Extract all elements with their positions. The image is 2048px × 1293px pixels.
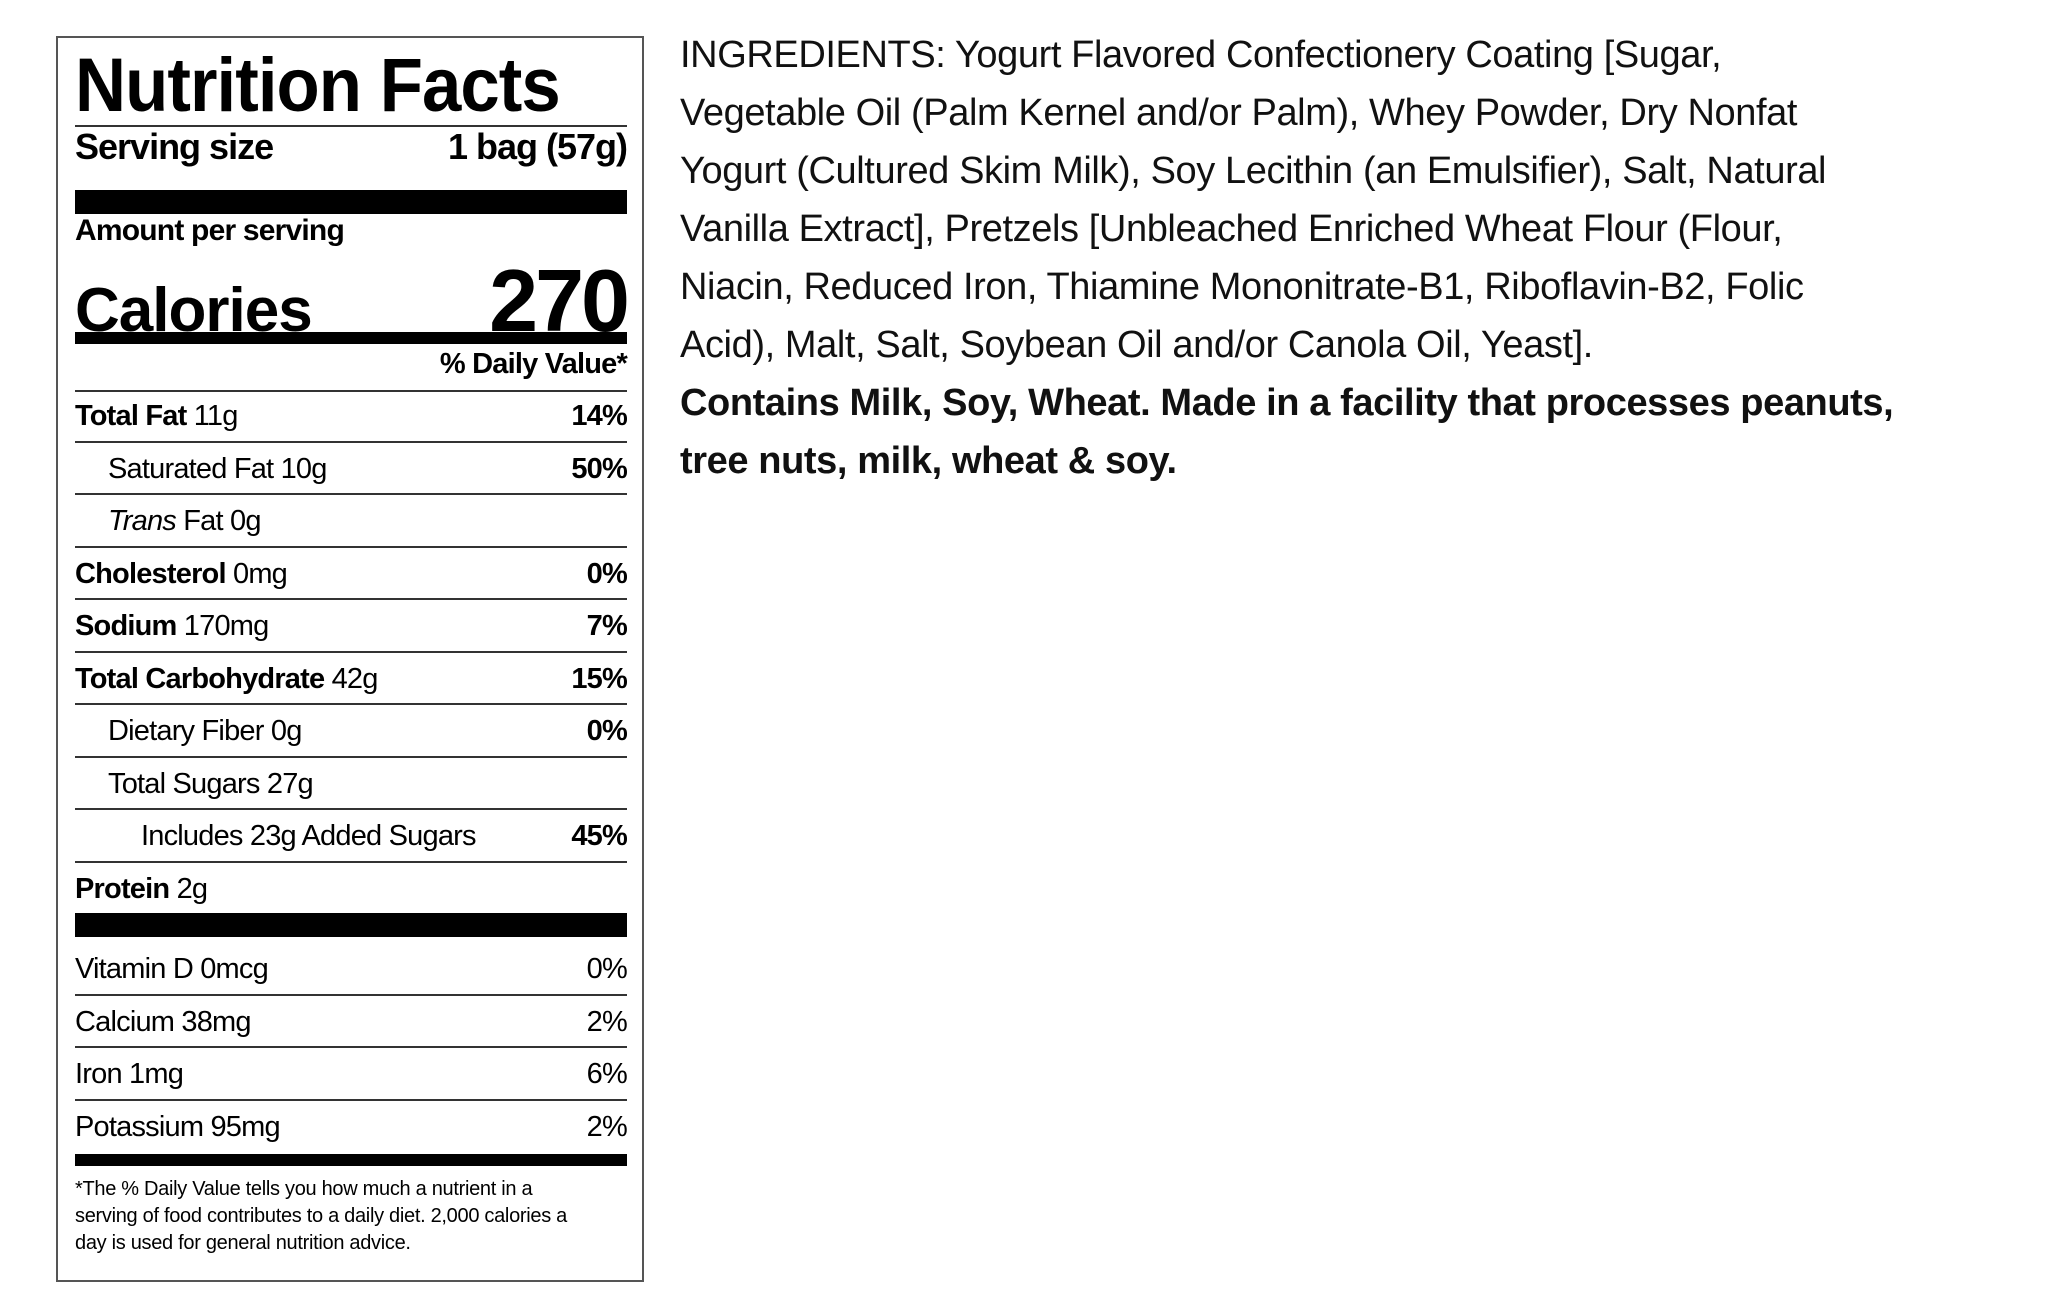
nutrient-amount: 170mg bbox=[183, 610, 269, 642]
label-title: Nutrition Facts bbox=[75, 43, 561, 128]
nutrient-name: Dietary Fiber 0g bbox=[108, 705, 302, 757]
nutrient-label: Includes 23g Added Sugars bbox=[141, 820, 477, 852]
nutrient-daily-value: 15% bbox=[571, 662, 627, 695]
nutrient-row: Protein 2g bbox=[75, 863, 627, 915]
daily-value-header: % Daily Value* bbox=[439, 348, 628, 380]
serving-size-value: 1 bag (57g) bbox=[447, 126, 628, 167]
nutrient-name: Saturated Fat 10g bbox=[108, 443, 327, 495]
nutrient-name: Total Fat 11g bbox=[75, 390, 238, 442]
thick-divider bbox=[75, 913, 627, 937]
nutrient-amount: 11g bbox=[193, 400, 239, 432]
nutrient-name: Trans Fat 0g bbox=[108, 495, 261, 547]
nutrient-daily-value: 7% bbox=[586, 610, 628, 642]
nutrient-row: Total Carbohydrate 42g 15% bbox=[75, 653, 628, 705]
nutrient-amount: 0g bbox=[230, 505, 261, 537]
nutrient-row: Cholesterol 0mg 0% bbox=[75, 548, 628, 600]
vitamin-list: Vitamin D 0mcg 0% Calcium 38mg 2% Iron 1mg 6%… bbox=[75, 943, 628, 1152]
nutrient-row: Sodium 170mg 7% bbox=[75, 600, 628, 653]
nutrient-label: Total Carbohydrate bbox=[75, 662, 325, 695]
nutrient-label: Total Sugars bbox=[108, 767, 260, 800]
divider bbox=[75, 390, 627, 392]
vitamin-row: Iron 1mg 6% bbox=[75, 1048, 628, 1101]
nutrient-amount: 27g bbox=[266, 767, 314, 800]
ingredients-line: Vegetable Oil (Palm Kernel and/or Palm),… bbox=[680, 92, 1798, 134]
serving-size-label: Serving size bbox=[75, 126, 274, 167]
footnote: *The % Daily Value tells you how much a … bbox=[75, 1176, 627, 1257]
vitamin-row: Vitamin D 0mcg 0% bbox=[75, 943, 628, 996]
ingredients-line: Vanilla Extract], Pretzels [Unbleached E… bbox=[680, 208, 1783, 250]
nutrient-label: Protein bbox=[75, 872, 170, 905]
nutrient-label: Total Fat bbox=[75, 400, 187, 432]
vitamin-name: Calcium 38mg bbox=[75, 1005, 252, 1038]
footnote-line: serving of food contributes to a daily d… bbox=[75, 1205, 568, 1227]
nutrient-row: Trans Fat 0g bbox=[75, 495, 627, 548]
nutrient-row: Total Sugars 27g bbox=[75, 758, 627, 810]
nutrient-amount: 2g bbox=[176, 872, 208, 905]
allergen-line: Contains Milk, Soy, Wheat. Made in a fac… bbox=[680, 382, 1894, 424]
ingredients-line: Yogurt (Cultured Skim Milk), Soy Lecithi… bbox=[680, 150, 1827, 192]
nutrient-daily-value: 14% bbox=[571, 400, 627, 432]
nutrient-amount: 0g bbox=[270, 715, 302, 747]
vitamin-daily-value: 2% bbox=[586, 1110, 628, 1143]
nutrient-label: Cholesterol bbox=[75, 557, 227, 590]
nutrient-row: Saturated Fat 10g 50% bbox=[75, 443, 628, 495]
nutrient-name: Total Carbohydrate 42g bbox=[75, 653, 378, 705]
nutrient-label: Dietary Fiber bbox=[108, 715, 264, 747]
allergen-line: tree nuts, milk, wheat & soy. bbox=[680, 440, 1177, 482]
nutrient-label: Trans bbox=[108, 505, 177, 537]
vitamin-row: Calcium 38mg 2% bbox=[75, 996, 628, 1048]
amount-per-serving: Amount per serving bbox=[75, 214, 345, 247]
nutrient-name: Protein 2g bbox=[75, 863, 208, 915]
nutrient-daily-value: 45% bbox=[571, 820, 627, 852]
vitamin-row: Potassium 95mg 2% bbox=[75, 1101, 628, 1152]
vitamin-name: Potassium 95mg bbox=[75, 1110, 281, 1143]
footnote-line: *The % Daily Value tells you how much a … bbox=[75, 1178, 533, 1200]
vitamin-daily-value: 2% bbox=[586, 1005, 628, 1038]
vitamin-name: Vitamin D 0mcg bbox=[75, 953, 269, 985]
vitamin-name: Iron 1mg bbox=[75, 1058, 184, 1090]
vitamin-daily-value: 6% bbox=[586, 1058, 628, 1090]
nutrient-list: Total Fat 11g 14% Saturated Fat 10g 50% Tran… bbox=[75, 390, 628, 915]
ingredients-text: INGREDIENTS: Yogurt Flavored Confectione… bbox=[680, 26, 1894, 490]
nutrient-daily-value: 0% bbox=[586, 715, 628, 747]
nutrient-name: Sodium 170mg bbox=[75, 600, 269, 652]
ingredients-line: Acid), Malt, Salt, Soybean Oil and/or Ca… bbox=[680, 324, 1593, 366]
nutrient-name: Cholesterol 0mg bbox=[75, 548, 288, 600]
nutrient-label-suffix: Fat bbox=[183, 505, 223, 537]
nutrient-row: Dietary Fiber 0g 0% bbox=[75, 705, 628, 758]
thick-divider bbox=[75, 190, 627, 214]
nutrient-daily-value: 50% bbox=[571, 452, 627, 485]
nutrient-name: Total Sugars 27g bbox=[108, 758, 314, 810]
ingredients-line: Niacin, Reduced Iron, Thiamine Mononitra… bbox=[680, 266, 1804, 308]
nutrient-amount: 42g bbox=[331, 662, 379, 695]
nutrient-daily-value: 0% bbox=[586, 557, 628, 590]
footnote-line: day is used for general nutrition advice… bbox=[75, 1232, 411, 1254]
serving-size-row: Serving size 1 bag (57g) bbox=[75, 126, 628, 168]
nutrient-row: Total Fat 11g 14% bbox=[75, 390, 628, 443]
nutrient-label: Saturated Fat bbox=[108, 452, 274, 485]
divider bbox=[75, 125, 627, 127]
nutrient-label: Sodium bbox=[75, 610, 177, 642]
nutrient-amount: 0mg bbox=[233, 557, 288, 590]
nutrient-amount: 10g bbox=[280, 452, 328, 485]
ingredients-line: INGREDIENTS: Yogurt Flavored Confectione… bbox=[680, 34, 1722, 76]
nutrition-facts-label: Nutrition Facts Serving size 1 bag (57g)… bbox=[56, 36, 644, 1282]
nutrient-name: Includes 23g Added Sugars bbox=[141, 810, 477, 862]
nutrient-row: Includes 23g Added Sugars 45% bbox=[75, 810, 628, 863]
vitamin-daily-value: 0% bbox=[586, 953, 628, 985]
medium-divider bbox=[75, 332, 627, 344]
medium-divider bbox=[75, 1154, 627, 1166]
